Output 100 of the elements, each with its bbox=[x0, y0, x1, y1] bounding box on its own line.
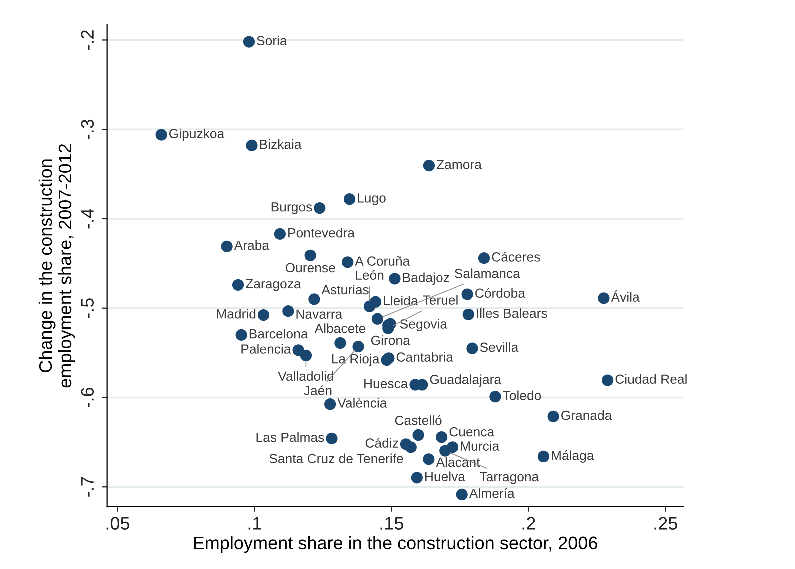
x-tick-label: .2 bbox=[522, 517, 536, 530]
annotation: Las Palmas bbox=[256, 432, 324, 442]
point bbox=[232, 279, 244, 291]
y-tick-label: -.4 bbox=[81, 208, 94, 229]
annotation: Salamanca bbox=[454, 268, 520, 278]
point bbox=[372, 313, 384, 325]
annotation: Huesca bbox=[364, 379, 408, 389]
y-tick-label: -.5 bbox=[81, 298, 94, 318]
point bbox=[326, 432, 338, 444]
annotation: Ciudad Real bbox=[616, 374, 687, 384]
annotation: Málaga bbox=[552, 450, 594, 463]
annotation: València bbox=[338, 398, 388, 408]
annotation: Ávila bbox=[611, 290, 640, 302]
annotation: Castelló bbox=[395, 415, 442, 426]
annotation: Navarra bbox=[296, 310, 343, 320]
point bbox=[221, 240, 233, 253]
point bbox=[364, 300, 376, 312]
annotation: Cádiz bbox=[366, 438, 398, 448]
point bbox=[478, 252, 490, 264]
annotation: Murcia bbox=[461, 441, 500, 451]
point bbox=[602, 374, 614, 386]
point bbox=[274, 228, 286, 240]
point bbox=[389, 273, 401, 285]
annotation: Bizkaia bbox=[260, 140, 302, 150]
annotation: A Coruña bbox=[355, 256, 410, 266]
annotation: Teruel bbox=[423, 295, 458, 305]
annotation: Almería bbox=[469, 488, 515, 498]
y-axis-title: Change in the construction employment share, 2007-2012 bbox=[38, 144, 76, 388]
annotation: Albacete bbox=[314, 324, 366, 334]
point bbox=[462, 308, 474, 320]
annotation: León bbox=[356, 270, 384, 280]
point bbox=[243, 36, 256, 48]
annotation: Sevilla bbox=[480, 342, 519, 352]
annotation: Zaragoza bbox=[246, 279, 302, 292]
annotation: Granada bbox=[562, 410, 612, 420]
y-tick-label: -.2 bbox=[81, 30, 94, 50]
annotation: Cantabria bbox=[396, 352, 454, 362]
annotation: Madrid bbox=[217, 309, 256, 319]
point bbox=[342, 256, 354, 268]
annotation: Tarragona bbox=[480, 472, 540, 484]
point bbox=[334, 337, 346, 350]
point bbox=[308, 294, 320, 306]
point bbox=[423, 160, 436, 172]
point bbox=[344, 194, 356, 206]
x-tick-label: .25 bbox=[654, 517, 678, 530]
point bbox=[423, 454, 435, 466]
annotation: Burgos bbox=[272, 202, 312, 214]
y-tick-label: -.7 bbox=[81, 478, 94, 497]
y-tick-label: -.6 bbox=[81, 388, 94, 408]
annotation: Segovia bbox=[400, 319, 448, 332]
point bbox=[538, 450, 550, 463]
annotation: Lleida bbox=[384, 296, 418, 306]
x-tick-label: .15 bbox=[380, 517, 404, 530]
annotation: Cuenca bbox=[450, 427, 495, 437]
point bbox=[156, 129, 168, 141]
point bbox=[258, 309, 270, 322]
x-tick-label: .05 bbox=[106, 517, 130, 530]
annotation: Zamora bbox=[436, 160, 482, 170]
annotation: Asturias bbox=[322, 284, 369, 295]
annotation: Jaén bbox=[304, 386, 332, 396]
point bbox=[598, 292, 610, 304]
point bbox=[466, 342, 478, 354]
point bbox=[462, 288, 474, 300]
point bbox=[411, 472, 423, 484]
point bbox=[304, 250, 316, 262]
annotation: La Rioja bbox=[332, 354, 380, 366]
annotation: Ourense bbox=[286, 263, 336, 273]
point bbox=[236, 329, 248, 341]
annotation: Pontevedra bbox=[288, 228, 355, 238]
point bbox=[300, 350, 312, 362]
point bbox=[352, 341, 364, 353]
annotation: Gipuzkoa bbox=[170, 128, 225, 142]
annotation: Barcelona bbox=[250, 329, 308, 339]
point bbox=[436, 432, 448, 444]
x-axis-title: Employment share in the construction sector, 2006 bbox=[194, 536, 598, 554]
annotation: Toledo bbox=[503, 390, 542, 400]
x-tick-label: .1 bbox=[248, 517, 262, 530]
annotation: Soria bbox=[257, 36, 288, 46]
annotation: Girona bbox=[371, 336, 410, 346]
point bbox=[324, 398, 336, 410]
y-tick-label: -.3 bbox=[81, 120, 94, 140]
annotation: Santa Cruz de Tenerife bbox=[270, 454, 404, 464]
annotation: Cáceres bbox=[492, 252, 540, 262]
annotation: Araba bbox=[234, 240, 270, 250]
annotation: Palencia bbox=[242, 344, 292, 354]
annotation: Córdoba bbox=[476, 288, 526, 298]
annotation: Illes Balears bbox=[477, 308, 548, 318]
point bbox=[490, 391, 502, 403]
annotation: Lugo bbox=[358, 194, 386, 206]
annotation: Badajoz bbox=[403, 272, 450, 286]
annotation: Huelva bbox=[426, 472, 466, 482]
point bbox=[314, 202, 326, 214]
point bbox=[246, 140, 258, 152]
point bbox=[412, 429, 424, 442]
annotation: Guadalajara bbox=[430, 374, 502, 387]
point bbox=[456, 488, 468, 501]
point bbox=[405, 442, 417, 454]
point bbox=[446, 442, 459, 454]
point bbox=[282, 306, 294, 318]
point bbox=[548, 410, 560, 423]
